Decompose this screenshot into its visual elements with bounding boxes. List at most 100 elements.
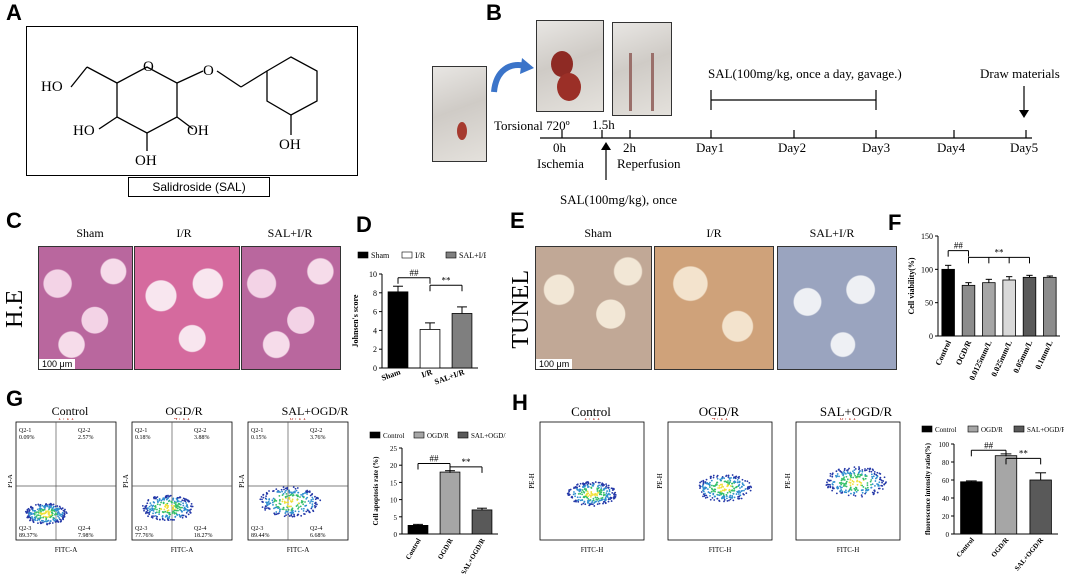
scatter-point [310, 493, 313, 496]
scatter-point [873, 470, 876, 473]
scatter-point [163, 497, 166, 500]
quadrant-name: Q2-1 [251, 428, 263, 434]
scatter-point [312, 498, 314, 501]
y-tick-label: 25 [390, 445, 398, 453]
scatter-point [51, 522, 54, 524]
sal-once-label: SAL(100mg/kg), once [560, 192, 677, 207]
scatter-point [277, 507, 279, 510]
scatter-point [581, 499, 584, 501]
scatter-point [577, 492, 580, 495]
torsional-label: Torsional 720º [494, 118, 570, 133]
scatter-point [733, 480, 736, 483]
scatter-point [54, 518, 57, 521]
scatter-point [721, 485, 724, 487]
scatter-point [587, 495, 590, 498]
scatter-point [158, 498, 161, 501]
x-tick-label: OGD/R [990, 535, 1011, 558]
scatter-point [161, 515, 164, 518]
scatter-point [602, 498, 604, 501]
scatter-point [841, 490, 844, 493]
scatter-point [861, 495, 863, 498]
scatter-point [306, 493, 308, 495]
x-tick-label: 0.05mm/L [1011, 339, 1034, 374]
scatter-point [598, 484, 601, 487]
tunel-sham-image: 100 μm [535, 246, 652, 370]
scatter-point [275, 506, 278, 509]
flow-x-label: FITC-A [287, 546, 310, 554]
scatter-point [718, 484, 721, 487]
scatter-point [859, 481, 862, 484]
scatter-point [734, 477, 737, 480]
bar [982, 282, 996, 337]
scatter-point [842, 478, 845, 481]
sig-label: ## [984, 440, 994, 450]
scatter-point [288, 505, 291, 508]
sig-label: ** [995, 247, 1005, 257]
scatter-point [60, 515, 63, 518]
scatter-point [735, 493, 738, 495]
scatter-point [577, 500, 580, 503]
bar [471, 509, 493, 535]
scatter-point [714, 490, 716, 493]
scatter-point [729, 491, 732, 494]
scatter-point [292, 509, 294, 512]
scatter-point [39, 514, 42, 517]
quadrant-name: Q2-4 [310, 526, 322, 532]
scatter-point [871, 491, 874, 494]
scatter-point [189, 511, 192, 513]
scatter-point [859, 469, 861, 472]
quadrant-name: Q2-1 [19, 428, 31, 434]
scatter-point [264, 507, 266, 510]
scatter-point [729, 481, 731, 483]
scatter-point [305, 504, 308, 507]
scatter-point [179, 506, 182, 509]
scatter-point [603, 487, 606, 490]
scatter-point [716, 477, 719, 480]
scatter-point [596, 496, 599, 499]
scatter-point [154, 496, 156, 498]
scatter-point [292, 494, 295, 497]
scatter-point [287, 501, 290, 504]
scatter-point [598, 499, 601, 502]
scatter-point [609, 493, 611, 496]
legend-label: I/R [415, 251, 426, 260]
scatter-point [281, 498, 284, 501]
quadrant-name: Q2-1 [135, 428, 147, 434]
scatter-point [259, 498, 262, 501]
scatter-point [602, 502, 604, 505]
scatter-point [37, 517, 39, 520]
scatter-point [304, 501, 306, 503]
scatter-point [710, 476, 712, 478]
scatter-point [166, 509, 169, 512]
scatter-point [282, 508, 285, 511]
scatter-point [592, 499, 595, 502]
scatter-point [176, 500, 179, 503]
scatter-point [869, 480, 872, 483]
scatter-point [717, 494, 720, 496]
rat-photo-2 [536, 20, 604, 112]
panel-label-c: C [6, 208, 22, 233]
scatter-point [586, 490, 589, 493]
scatter-point [840, 483, 843, 486]
scatter-point [883, 483, 886, 485]
scatter-point [285, 510, 288, 513]
scatter-point [705, 478, 708, 481]
scatter-point [291, 500, 294, 503]
scatter-point [287, 513, 290, 516]
scatter-point [840, 489, 843, 491]
scatter-point [826, 481, 828, 484]
scatter-point [285, 489, 287, 492]
scatter-point [29, 519, 31, 522]
scatter-point [188, 500, 191, 503]
y-tick-label: 2 [373, 345, 377, 354]
quadrant-percent: 77.76% [135, 533, 154, 539]
scatter-point [588, 494, 591, 496]
bar [941, 268, 955, 337]
scatter-point [580, 503, 583, 506]
scatter-point [827, 479, 829, 481]
scatter-point [855, 475, 858, 478]
scatter-point [606, 490, 609, 492]
scatter-point [737, 493, 740, 495]
scatter-point [608, 490, 611, 493]
bar [451, 313, 473, 369]
